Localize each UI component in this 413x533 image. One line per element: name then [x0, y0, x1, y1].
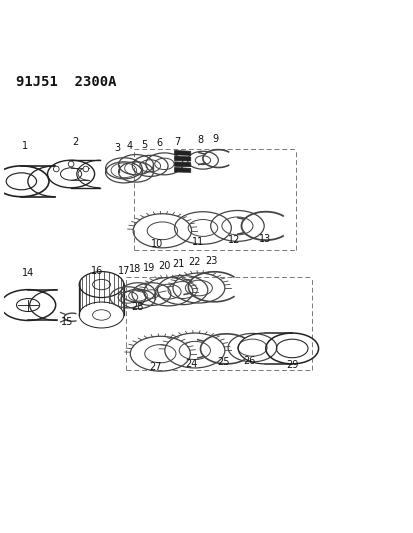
Text: 2: 2 [72, 136, 78, 147]
Text: 28: 28 [131, 302, 143, 312]
Text: 16: 16 [90, 266, 102, 277]
Text: 4: 4 [126, 141, 133, 151]
Text: 18: 18 [129, 264, 141, 274]
Text: 12: 12 [228, 235, 240, 245]
Text: 20: 20 [158, 261, 171, 271]
Text: 25: 25 [216, 357, 229, 367]
Text: 26: 26 [242, 356, 255, 366]
Text: 91J51  2300A: 91J51 2300A [16, 75, 116, 89]
Text: 17: 17 [118, 265, 130, 276]
Polygon shape [174, 162, 190, 167]
Text: 15: 15 [61, 318, 73, 327]
Text: 29: 29 [285, 360, 298, 370]
Circle shape [53, 166, 59, 172]
Text: 10: 10 [151, 239, 163, 249]
Polygon shape [174, 156, 190, 161]
Text: 8: 8 [197, 135, 203, 145]
Text: 13: 13 [258, 235, 271, 244]
Text: 27: 27 [149, 362, 162, 372]
Text: 14: 14 [21, 268, 34, 278]
Text: 21: 21 [172, 259, 184, 269]
Text: 7: 7 [174, 138, 180, 147]
Text: 11: 11 [191, 237, 203, 247]
Text: 3: 3 [114, 143, 120, 152]
Text: 9: 9 [212, 134, 218, 144]
Text: 19: 19 [142, 263, 155, 273]
Polygon shape [174, 167, 190, 172]
Text: 22: 22 [188, 257, 200, 268]
Text: 5: 5 [141, 140, 147, 150]
Circle shape [83, 166, 88, 172]
Circle shape [68, 161, 74, 167]
Text: 6: 6 [156, 138, 162, 148]
Text: 1: 1 [22, 141, 28, 151]
Text: 23: 23 [204, 256, 217, 266]
Text: 24: 24 [185, 359, 197, 369]
Polygon shape [174, 150, 190, 155]
